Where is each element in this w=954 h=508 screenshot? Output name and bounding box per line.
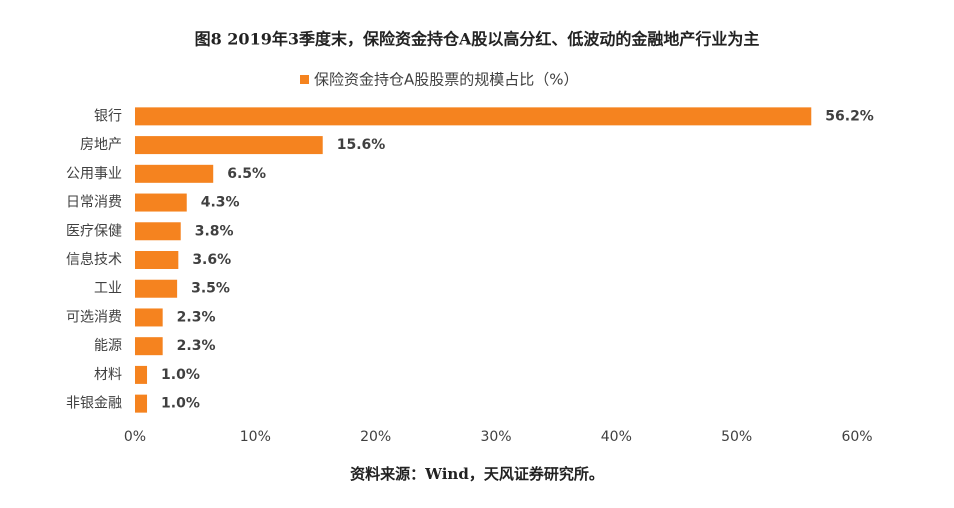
x-tick-label: 30% xyxy=(480,429,511,445)
y-tick-label: 可选消费 xyxy=(66,309,122,325)
bar xyxy=(135,308,163,327)
value-label: 4.3% xyxy=(201,195,240,211)
value-label: 1.0% xyxy=(161,367,200,383)
value-label: 56.2% xyxy=(825,108,874,124)
bar xyxy=(135,365,148,384)
y-tick-label: 房地产 xyxy=(80,137,122,153)
y-tick-label: 能源 xyxy=(94,338,122,354)
y-tick-label: 公用事业 xyxy=(66,166,122,182)
x-tick-label: 60% xyxy=(841,429,872,445)
y-tick-label: 材料 xyxy=(94,367,122,383)
x-tick-label: 0% xyxy=(124,429,146,445)
y-tick-label: 日常消费 xyxy=(66,195,122,211)
y-tick-label: 医疗保健 xyxy=(66,223,122,239)
y-tick-label: 非银金融 xyxy=(66,396,122,412)
value-label: 3.6% xyxy=(192,252,231,268)
y-tick-label: 银行 xyxy=(94,108,122,124)
bar xyxy=(135,222,181,241)
legend-swatch xyxy=(300,75,309,84)
y-tick-label: 工业 xyxy=(94,281,122,297)
value-label: 2.3% xyxy=(177,338,216,354)
value-label: 15.6% xyxy=(337,137,386,153)
bar xyxy=(135,251,179,269)
bar xyxy=(135,193,187,212)
bar xyxy=(135,164,214,183)
value-label: 6.5% xyxy=(227,166,266,182)
bar xyxy=(135,279,178,298)
x-tick-label: 20% xyxy=(360,429,391,445)
legend-label: 保险资金持仓A股股票的规模占比（%） xyxy=(314,71,579,89)
x-tick-label: 50% xyxy=(721,429,752,445)
value-label: 2.3% xyxy=(177,309,216,325)
x-tick-label: 40% xyxy=(601,429,632,445)
value-label: 3.8% xyxy=(195,223,234,239)
x-tick-label: 10% xyxy=(240,429,271,445)
value-label: 3.5% xyxy=(191,281,230,297)
bar xyxy=(135,394,148,413)
bar xyxy=(135,136,323,155)
chart-title: 图8 2019年3季度末，保险资金持仓A股以高分红、低波动的金融地产行业为主 xyxy=(195,30,760,49)
value-label: 1.0% xyxy=(161,396,200,412)
source-note: 资料来源：Wind，天风证券研究所。 xyxy=(350,465,604,483)
bar xyxy=(135,337,163,356)
bar xyxy=(135,107,812,126)
y-tick-label: 信息技术 xyxy=(66,251,122,268)
